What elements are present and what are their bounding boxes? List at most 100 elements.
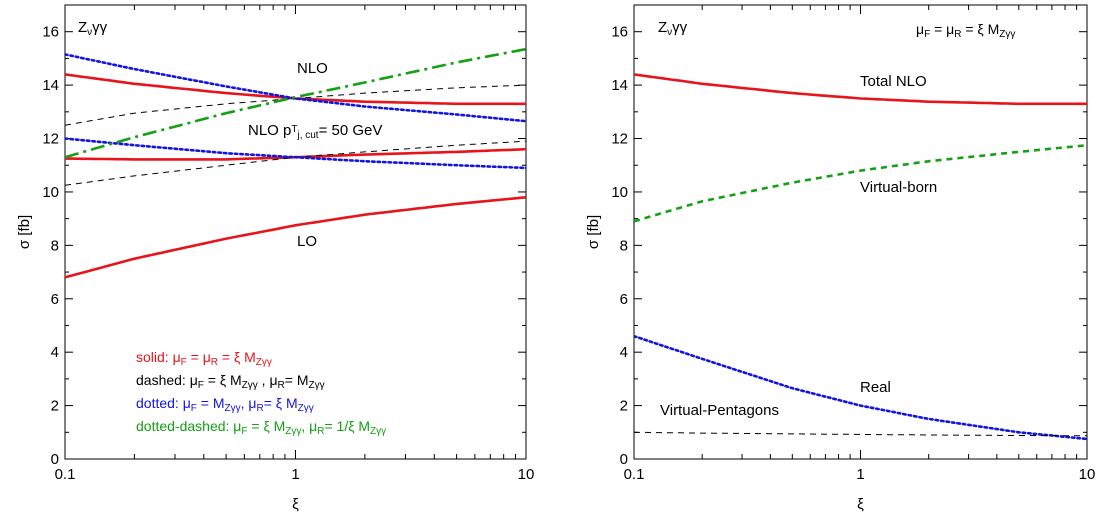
scale-choice-label: μF = μR = ξ MZγγ (916, 21, 1015, 40)
legend-entry-dotted-dashed-part: = 1/ξ M (324, 418, 370, 434)
y-axis-label: σ [fb] (16, 215, 33, 249)
y-tick-label: 0 (620, 451, 628, 468)
process-label-part: γγ (92, 19, 108, 36)
y-tick-label: 6 (51, 291, 59, 308)
legend-entry-dashed-part: Zγγ (309, 380, 325, 391)
series-label-virtual-born: Virtual-born (860, 179, 937, 196)
legend-entry-dotted-dashed-part: F (241, 426, 247, 437)
process-label-part: Z (78, 19, 87, 36)
legend-entry-dashed-part: R (278, 380, 285, 391)
y-tick-label: 6 (620, 291, 628, 308)
legend-entry-dashed-part: , μ (258, 372, 278, 388)
y-tick-label: 4 (51, 344, 59, 361)
series-line-solid-2 (65, 196, 526, 279)
x-tick-label: 0.1 (55, 466, 76, 483)
legend-entry-dotted-part: = ξ M (264, 395, 298, 411)
series-line-total-nlo (634, 73, 1087, 106)
legend-entry-dotted-part: dotted: μ (136, 395, 191, 411)
x-tick-label: 1 (856, 466, 864, 483)
legend-entry-dotted-dashed-part: Zγγ (370, 426, 386, 437)
x-tick-label: 0.1 (624, 466, 645, 483)
legend-entry-dashed-part: = M (285, 372, 309, 388)
legend-entry-dotted-part: F (191, 403, 197, 414)
scale-choice-label-part: R (954, 29, 961, 40)
left-panel: 0 2 4 6 8 10 12 14 16 0.1 1 10 ξ σ [fb] Zνγγ NLO NLO pTj… (16, 4, 535, 513)
y-tick-label: 4 (620, 344, 628, 361)
series-line-virtual-pentagons (634, 431, 1087, 437)
legend-entry-dotted-part: Zγγ (298, 403, 314, 414)
y-tick-label: 14 (42, 77, 59, 94)
scale-choice-label-part: = μ (930, 21, 954, 37)
legend-entry-solid-part: solid: μ (136, 349, 181, 365)
nlo-cut-label-part: T (291, 124, 297, 135)
scale-choice-label-part: = ξ M (961, 21, 999, 37)
legend-entry-dashed: dashed: μF = ξ MZγγ , μR= MZγγ (136, 372, 325, 391)
y-tick-label: 2 (620, 398, 628, 415)
legend-entry-dashed-part: F (198, 380, 204, 391)
legend-entry-dotted-part: Zγγ (225, 403, 241, 414)
legend-entry-dotted-dashed-part: R (317, 426, 324, 437)
y-axis-label: σ [fb] (585, 215, 602, 249)
legend-entry-dashed-part: dashed: μ (136, 372, 198, 388)
legend-entry-solid-part: = μ (187, 349, 211, 365)
y-tick-label: 8 (620, 237, 628, 254)
legend-entry-solid-part: = ξ M (218, 349, 256, 365)
nlo-cut-label-part: j, cut (296, 130, 318, 141)
x-axis-label: ξ (857, 496, 864, 513)
legend-entry-dotted-dashed-part: Zγγ (285, 426, 301, 437)
legend-entry-solid-part: Zγγ (256, 357, 272, 368)
series-line-solid-0 (65, 73, 526, 106)
series-label-total-nlo: Total NLO (860, 73, 927, 90)
legend-entry-dotted: dotted: μF = MZγγ, μR= ξ MZγγ (136, 395, 314, 414)
legend-entry-dotted-dashed: dotted-dashed: μF = ξ MZγγ, μR= 1/ξ MZγγ (136, 418, 386, 437)
y-tick-label: 0 (51, 451, 59, 468)
legend-entry-dashed-part: Zγγ (242, 380, 258, 391)
nlo-cut-label-part: = 50 GeV (319, 122, 383, 139)
legend-entry-dotted-dashed-part: , μ (301, 418, 317, 434)
x-tick-label: 10 (518, 466, 535, 483)
legend-entry-solid: solid: μF = μR = ξ MZγγ (136, 349, 272, 368)
x-tick-label: 1 (291, 466, 299, 483)
y-tick-label: 2 (51, 398, 59, 415)
process-label: Zνγγ (658, 19, 688, 38)
series-line-dotted-5 (65, 53, 526, 123)
legend-entry-dotted-part: , μ (241, 395, 257, 411)
nlo-label: NLO (297, 60, 328, 77)
process-label: Zνγγ (78, 19, 108, 38)
series-line-real (634, 334, 1087, 441)
legend-entry-solid-part: F (181, 357, 187, 368)
series-label-virtual-pentagons: Virtual-Pentagons (660, 402, 779, 419)
x-axis-label: ξ (292, 496, 299, 513)
legend-entry-dashed-part: = ξ M (204, 372, 242, 388)
lo-label: LO (297, 233, 317, 250)
process-label-part: Z (658, 19, 667, 36)
legend-entry-solid-part: R (211, 357, 218, 368)
legend-entry-dotted-dashed-part: dotted-dashed: μ (136, 418, 241, 434)
series-label-real: Real (860, 379, 891, 396)
y-tick-label: 16 (42, 24, 59, 41)
nlo-cut-label: NLO pTj, cut= 50 GeV (248, 122, 382, 141)
process-label-part: γγ (672, 19, 688, 36)
scale-choice-label-part: Zγγ (999, 29, 1015, 40)
y-tick-label: 8 (51, 237, 59, 254)
series-line-virtual-born (634, 143, 1087, 223)
y-tick-label: 10 (42, 184, 59, 201)
y-tick-label: 14 (611, 77, 628, 94)
legend-entry-dotted-part: R (256, 403, 263, 414)
y-tick-label: 16 (611, 24, 628, 41)
scale-choice-label-part: F (924, 29, 930, 40)
series-line-dotted-6 (65, 137, 526, 170)
nlo-cut-label-part: NLO p (248, 122, 291, 139)
y-tick-label: 12 (42, 131, 59, 148)
series-line-dashed-3 (65, 84, 526, 126)
plot-frame (64, 4, 527, 460)
process-label-part: ν (87, 27, 92, 38)
series-line-dashed-4 (65, 140, 526, 186)
right-panel: 0 2 4 6 8 10 12 14 16 0.1 1 10 ξ σ [fb] Zνγγ μF = μR = … (585, 4, 1096, 513)
legend-entry-dotted-dashed-part: = ξ M (247, 418, 285, 434)
process-label-part: ν (667, 27, 672, 38)
y-tick-label: 10 (611, 184, 628, 201)
scale-choice-label-part: μ (916, 21, 924, 37)
x-tick-label: 10 (1079, 466, 1096, 483)
